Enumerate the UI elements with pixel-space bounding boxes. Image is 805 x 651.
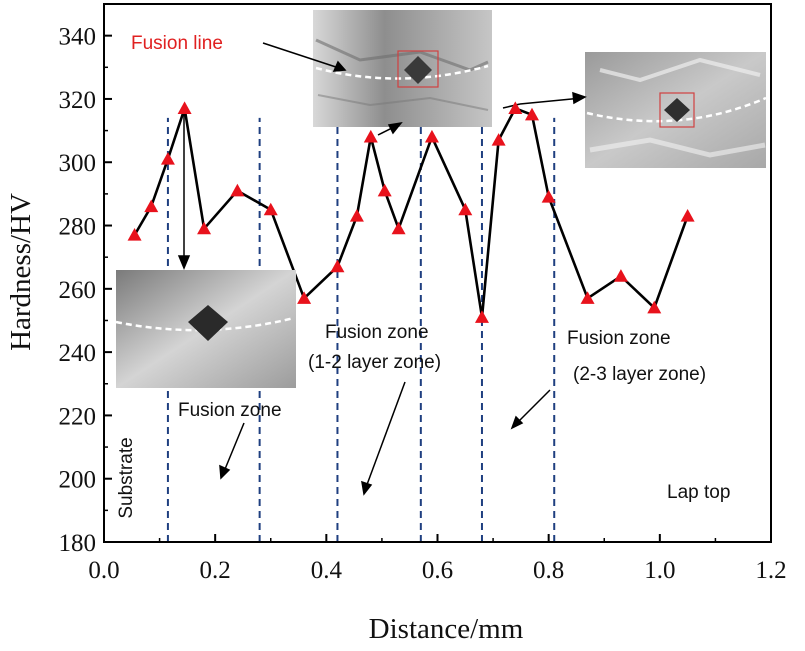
data-point (613, 269, 628, 282)
annotation-arrows (177, 42, 587, 496)
lap-top-label: Lap top (667, 482, 730, 503)
data-line (133, 107, 689, 319)
data-point (297, 291, 312, 304)
y-tick-label: 320 (59, 87, 97, 114)
fusion-zone-label: Fusion zone (178, 400, 282, 421)
data-point (391, 221, 406, 235)
data-point (127, 228, 142, 241)
fusion-line-label: Fusion line (131, 33, 223, 54)
x-tick-label: 0.6 (422, 557, 453, 584)
data-point (197, 221, 212, 235)
fusion-zone-12-label-line2: (1-2 layer zone) (308, 352, 441, 373)
y-tick-label: 240 (59, 340, 97, 367)
data-point (424, 129, 439, 143)
x-tick-label: 0.4 (311, 557, 343, 584)
y-tick-label: 220 (59, 403, 97, 430)
y-axis-title: Hardness/HV (5, 193, 37, 351)
data-point (144, 199, 159, 213)
x-tick-label: 0.0 (88, 557, 119, 584)
fusion-zone-23-label-line2: (2-3 layer zone) (573, 364, 706, 385)
arrow-right-inset-start (502, 103, 521, 109)
data-point (177, 101, 192, 115)
data-point (160, 152, 175, 165)
data-point (491, 133, 506, 146)
y-tick-label: 260 (59, 277, 97, 304)
fusion-zone-12-label-line1: Fusion zone (325, 322, 429, 343)
series-line (133, 107, 689, 319)
x-axis: 0.0 0.2 0.4 0.6 0.8 1.0 1.2 (88, 534, 787, 584)
data-point (349, 209, 364, 222)
data-point (330, 259, 345, 273)
fusion-zone-23-label-line1: Fusion zone (567, 328, 671, 349)
data-point (524, 107, 539, 121)
data-point (474, 310, 489, 323)
data-point (680, 209, 695, 222)
data-point (363, 129, 378, 143)
y-tick-label: 280 (59, 214, 97, 241)
data-point (263, 202, 278, 216)
data-markers (127, 101, 695, 323)
data-point (647, 300, 662, 314)
data-point (458, 202, 473, 216)
zone-boundaries (166, 117, 556, 542)
x-tick-label: 0.8 (533, 557, 564, 584)
x-tick-label: 1.2 (755, 557, 786, 584)
y-axis: 180 200 220 240 260 280 300 320 340 (59, 24, 112, 557)
x-tick-label: 1.0 (644, 557, 675, 584)
data-point (230, 183, 245, 197)
substrate-label: Substrate (116, 437, 137, 518)
data-point (508, 101, 523, 115)
y-tick-label: 200 (59, 467, 97, 494)
y-tick-label: 300 (59, 150, 97, 177)
y-tick-label: 340 (59, 24, 97, 51)
x-axis-title: Distance/mm (369, 613, 524, 645)
data-point (377, 183, 392, 197)
micrograph-inset-left (115, 270, 296, 388)
data-point (580, 291, 595, 304)
micrograph-inset-right (585, 52, 767, 168)
y-tick-label: 180 (59, 530, 97, 557)
x-tick-label: 0.2 (200, 557, 231, 584)
data-point (541, 190, 556, 203)
